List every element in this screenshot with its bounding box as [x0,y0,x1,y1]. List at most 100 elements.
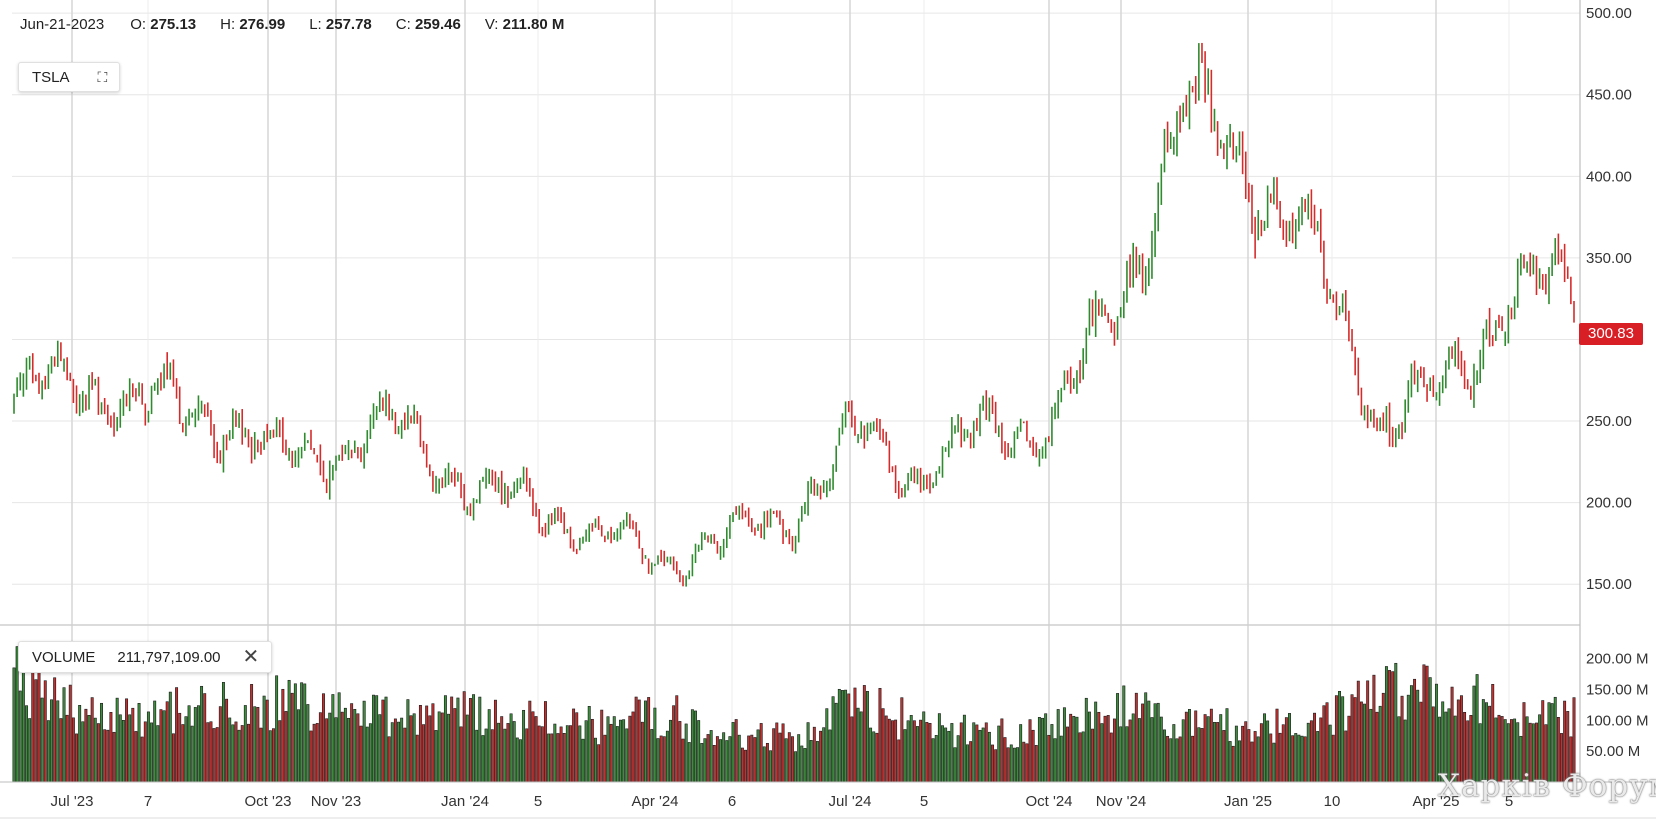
volume-bar [1391,671,1395,783]
volume-bar [203,693,207,783]
volume-bar [769,750,773,783]
volume-bar [1097,711,1101,783]
volume-bar [265,699,269,783]
volume-bar [772,728,776,783]
volume-bar [600,709,604,783]
volume-bar [268,730,272,783]
volume-bar [1291,735,1295,783]
volume-bar [1359,701,1363,783]
volume-bar [65,714,69,783]
volume-bar [428,715,432,783]
volume-bar [1353,697,1357,783]
time-tick-label: 10 [1324,793,1341,810]
volume-bar [750,734,754,783]
volume-bar [1338,691,1341,783]
volume-bar [256,706,260,783]
volume-bar [250,684,254,783]
volume-bar [884,715,888,783]
volume-bar [1375,711,1379,783]
volume-bar [1388,670,1392,783]
volume-bar [1137,718,1141,783]
expand-icon[interactable]: ⛶ [97,68,108,85]
volume-bar [869,727,873,783]
volume-bar [318,712,322,783]
volume-bar [1056,709,1060,783]
volume-bar [662,736,666,783]
volume-bar [1350,694,1354,783]
volume-bar [644,700,647,783]
volume-bar [534,716,538,783]
volume-bar [837,688,841,783]
price-tick-label: 500.00 [1586,5,1632,22]
volume-bar [472,694,476,783]
volume-bar [719,739,722,783]
volume-bar [1106,715,1110,783]
time-tick-label: Oct '23 [244,793,291,810]
volume-bar [703,738,707,783]
volume-bar [897,739,901,783]
volume-bar [509,713,513,783]
volume-bar [612,716,616,783]
ticker-symbol: TSLA [32,68,70,86]
volume-bar [137,703,141,783]
volume-bar [1009,744,1013,783]
volume-bar [1028,719,1032,783]
volume-bar [178,712,182,783]
volume-bar [866,691,869,783]
volume-bar [234,721,238,783]
volume-bar [450,696,454,783]
volume-bar [25,705,28,783]
volume-bar [118,714,122,783]
volume-bar [181,724,185,783]
volume-bar [93,717,97,783]
ohlc-volume: V: 211.80 M [484,16,565,33]
time-tick-label: Jul '23 [51,793,94,810]
volume-bar [43,680,47,783]
volume-bar [1250,741,1254,783]
volume-bar [881,708,885,783]
volume-bar [418,705,422,783]
volume-bar [340,711,344,783]
time-tick-label: Oct '24 [1025,793,1072,810]
volume-bar [1322,705,1326,783]
volume-bar [1147,700,1151,783]
volume-bar [1241,725,1245,783]
volume-bar [278,720,282,783]
volume-bar [1431,706,1435,783]
volume-bar [916,726,919,783]
volume-bar [1112,718,1116,783]
volume-bar [756,729,760,783]
volume-bar [1072,715,1076,783]
volume-bar [562,732,566,783]
volume-bar [1419,701,1423,783]
volume-bar [328,712,332,783]
volume-bar [387,736,391,783]
volume-bar [1213,722,1216,783]
volume-bar [947,730,951,783]
volume-bar [475,729,479,783]
volume-bar [919,719,923,783]
volume-bar [1022,741,1026,783]
volume-bar [744,749,748,783]
volume-bar [243,705,247,783]
volume-bar [403,727,407,783]
volume-bar [812,726,816,783]
close-icon[interactable]: ✕ [242,646,260,668]
volume-bar [625,728,629,783]
volume-bar [547,733,551,783]
volume-bar [1197,727,1201,783]
ticker-legend[interactable]: TSLA ⛶ [18,62,121,92]
volume-bar [1275,708,1279,783]
volume-bar [950,723,954,783]
volume-bar [1084,697,1088,783]
volume-bar [984,722,988,783]
volume-bar [347,717,350,783]
volume-bar [1216,722,1220,783]
volume-bar [1334,695,1338,783]
volume-bar [462,691,466,783]
volume-bar [650,729,654,783]
volume-bar [903,729,907,783]
volume-bar [506,723,510,783]
